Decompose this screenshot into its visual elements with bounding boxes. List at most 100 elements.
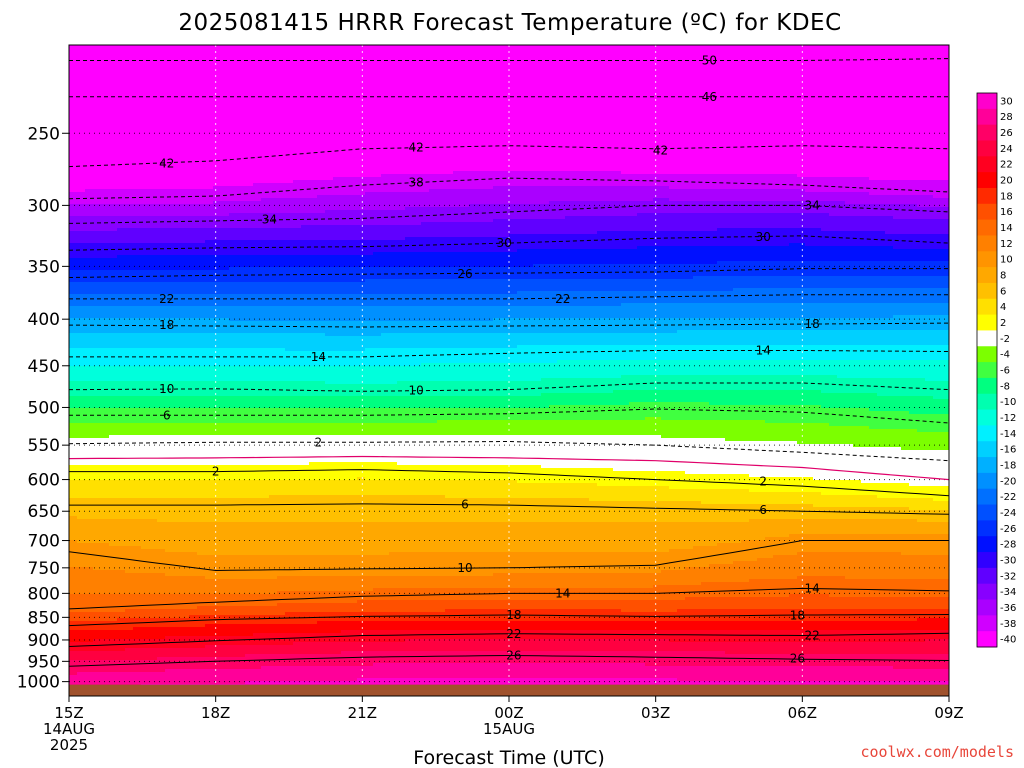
temperature-cell <box>69 606 78 610</box>
temperature-cell <box>69 393 78 397</box>
temperature-cell <box>133 276 142 280</box>
temperature-cell <box>93 267 102 271</box>
temperature-cell <box>85 354 94 358</box>
temperature-cell <box>93 372 102 376</box>
temperature-cell <box>165 255 174 259</box>
temperature-cell <box>133 129 142 133</box>
temperature-cell <box>85 441 94 445</box>
temperature-cell <box>141 363 150 367</box>
temperature-cell <box>101 615 110 619</box>
temperature-cell <box>181 114 190 118</box>
temperature-cell <box>197 360 206 364</box>
temperature-cell <box>85 552 94 556</box>
temperature-cell <box>77 582 86 586</box>
temperature-cell <box>181 150 190 154</box>
temperature-cell <box>173 408 182 412</box>
temperature-cell <box>213 366 222 370</box>
temperature-cell <box>213 81 222 85</box>
temperature-cell <box>117 189 126 193</box>
temperature-cell <box>133 375 142 379</box>
temperature-cell <box>157 447 166 451</box>
temperature-cell <box>141 678 150 682</box>
temperature-cell <box>109 264 118 268</box>
temperature-cell <box>157 471 166 475</box>
temperature-cell <box>133 93 142 97</box>
temperature-cell <box>69 549 78 553</box>
temperature-cell <box>69 402 78 406</box>
temperature-cell <box>141 171 150 175</box>
temperature-cell <box>181 78 190 82</box>
temperature-cell <box>165 249 174 253</box>
temperature-cell <box>77 657 86 661</box>
temperature-cell <box>157 429 166 433</box>
temperature-cell <box>69 633 78 637</box>
temperature-cell <box>101 81 110 85</box>
temperature-cell <box>77 420 86 424</box>
temperature-cell <box>181 237 190 241</box>
temperature-cell <box>125 333 134 337</box>
temperature-cell <box>149 573 158 577</box>
temperature-cell <box>149 366 158 370</box>
temperature-cell <box>197 141 206 145</box>
temperature-cell <box>205 627 214 631</box>
temperature-cell <box>181 93 190 97</box>
temperature-cell <box>117 351 126 355</box>
temperature-cell <box>189 105 198 109</box>
temperature-cell <box>101 675 110 679</box>
temperature-cell <box>101 462 110 466</box>
temperature-cell <box>181 195 190 199</box>
temperature-cell <box>157 393 166 397</box>
temperature-cell <box>117 447 126 451</box>
temperature-cell <box>189 135 198 139</box>
temperature-cell <box>133 90 142 94</box>
temperature-cell <box>173 447 182 451</box>
temperature-cell <box>133 618 142 622</box>
temperature-cell <box>149 147 158 151</box>
temperature-cell <box>101 75 110 79</box>
temperature-cell <box>125 57 134 61</box>
temperature-cell <box>165 126 174 130</box>
temperature-cell <box>85 369 94 373</box>
temperature-cell <box>85 603 94 607</box>
temperature-cell <box>93 420 102 424</box>
temperature-cell <box>189 294 198 298</box>
temperature-cell <box>205 273 214 277</box>
temperature-cell <box>197 600 206 604</box>
temperature-cell <box>173 189 182 193</box>
temperature-cell <box>85 306 94 310</box>
temperature-cell <box>109 576 118 580</box>
temperature-cell <box>197 285 206 289</box>
temperature-cell <box>125 144 134 148</box>
temperature-cell <box>93 471 102 475</box>
temperature-cell <box>213 234 222 238</box>
temperature-cell <box>213 342 222 346</box>
temperature-cell <box>173 174 182 178</box>
temperature-cell <box>149 624 158 628</box>
temperature-cell <box>149 504 158 508</box>
temperature-cell <box>133 564 142 568</box>
temperature-cell <box>181 63 190 67</box>
temperature-cell <box>93 384 102 388</box>
temperature-cell <box>181 564 190 568</box>
temperature-cell <box>109 69 118 73</box>
temperature-cell <box>101 432 110 436</box>
temperature-cell <box>205 303 214 307</box>
temperature-cell <box>205 63 214 67</box>
temperature-cell <box>133 540 142 544</box>
temperature-cell <box>173 366 182 370</box>
temperature-cell <box>117 66 126 70</box>
temperature-cell <box>117 156 126 160</box>
temperature-cell <box>109 465 118 469</box>
temperature-cell <box>173 465 182 469</box>
temperature-cell <box>157 549 166 553</box>
temperature-cell <box>93 150 102 154</box>
temperature-cell <box>189 213 198 217</box>
temperature-cell <box>165 552 174 556</box>
temperature-cell <box>93 525 102 529</box>
temperature-cell <box>173 333 182 337</box>
temperature-cell <box>125 501 134 505</box>
temperature-cell <box>213 114 222 118</box>
temperature-cell <box>93 354 102 358</box>
temperature-cell <box>205 636 214 640</box>
temperature-cell <box>109 111 118 115</box>
